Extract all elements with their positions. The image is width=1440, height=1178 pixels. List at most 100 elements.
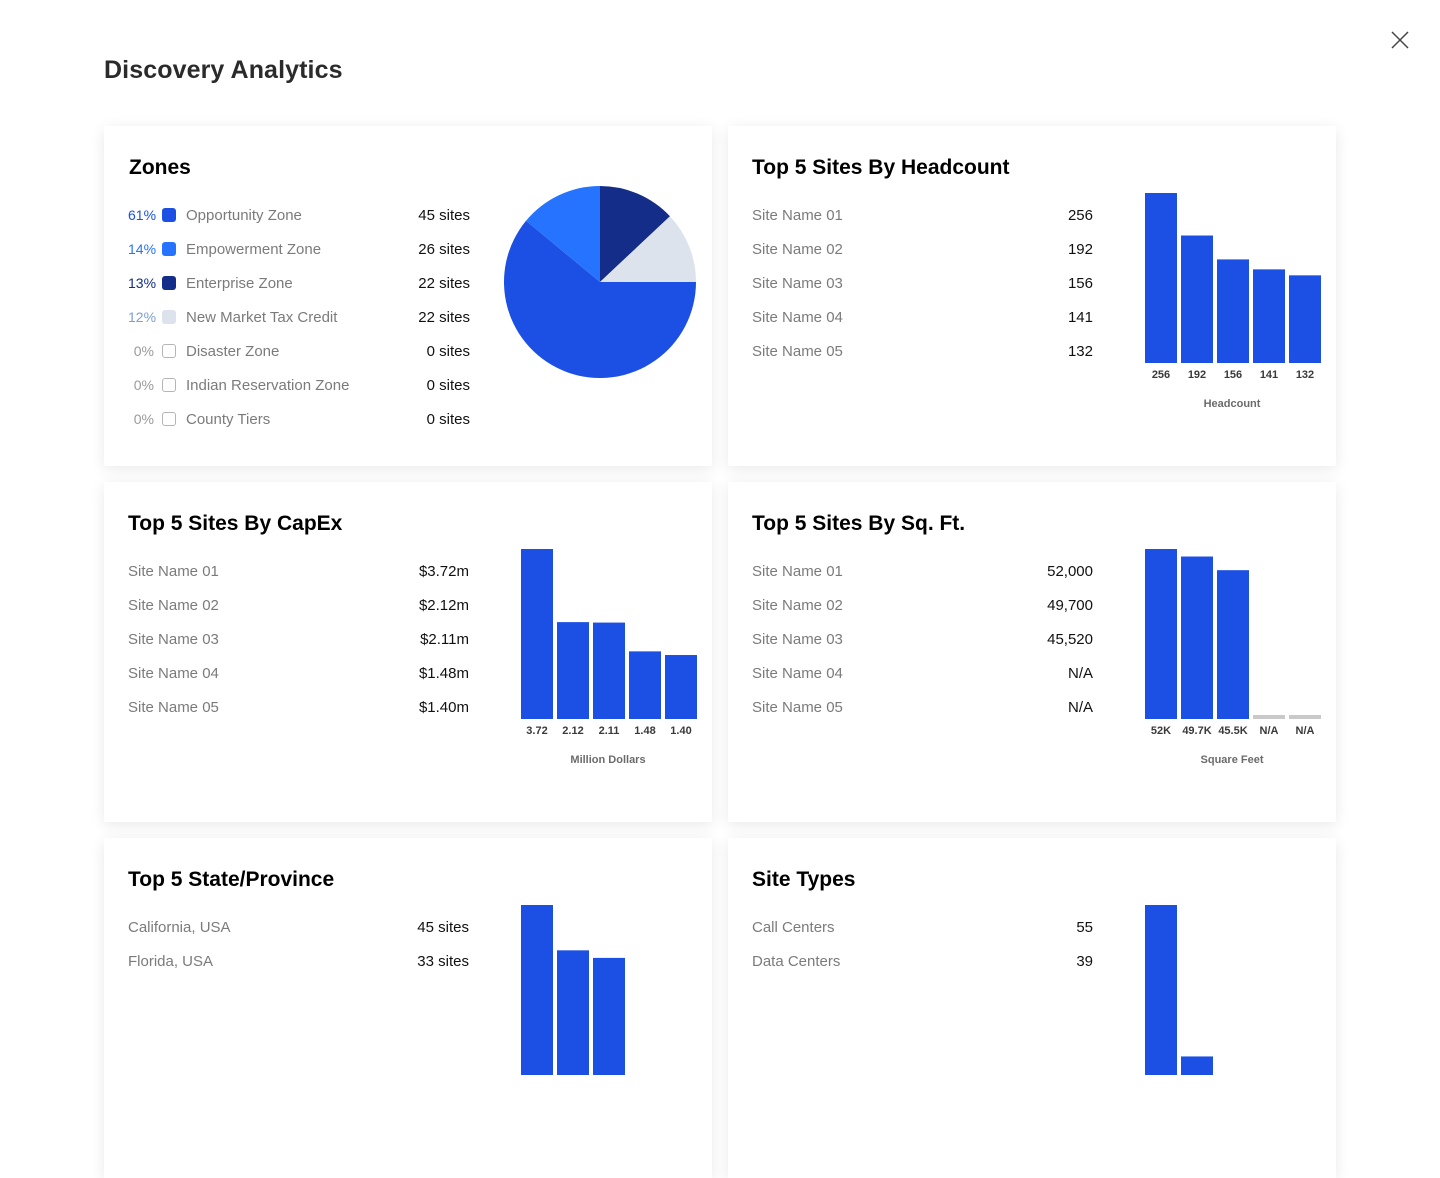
zone-percent: 61%: [128, 207, 157, 223]
site-types-card: Site Types Call Centers 55 Data Centers 39: [728, 838, 1336, 1178]
zone-checkbox[interactable]: [162, 208, 176, 222]
list-item[interactable]: Site Name 05 132: [752, 334, 1093, 368]
list-item[interactable]: Florida, USA 33 sites: [128, 944, 469, 978]
card-title: Top 5 Sites By Sq. Ft.: [752, 512, 966, 535]
list-item[interactable]: Site Name 04 $1.48m: [128, 656, 469, 690]
zone-percent: 13%: [128, 275, 157, 291]
zone-checkbox[interactable]: [162, 412, 176, 426]
pie-slice[interactable]: [600, 216, 696, 282]
site-value: $1.40m: [418, 698, 469, 716]
bar-value-label: 45.5K: [1218, 725, 1247, 737]
zone-row-disaster[interactable]: 0% Disaster Zone 0 sites: [128, 334, 470, 368]
bar-value-label: 2.12: [562, 725, 583, 737]
zone-checkbox[interactable]: [162, 310, 176, 324]
site-name: Site Name 02: [128, 596, 219, 614]
bar[interactable]: [1181, 1056, 1213, 1075]
zone-label: Disaster Zone: [186, 342, 280, 360]
zone-percent: 14%: [128, 241, 157, 257]
bar[interactable]: [1217, 570, 1249, 719]
bar[interactable]: [521, 905, 553, 1075]
zone-row-new-market-tax-credit[interactable]: 12% New Market Tax Credit 22 sites: [128, 300, 470, 334]
list-item[interactable]: Site Name 05 $1.40m: [128, 690, 469, 724]
bar[interactable]: [593, 957, 625, 1075]
bar[interactable]: [1217, 259, 1249, 363]
sqft-list: Site Name 01 52,000 Site Name 02 49,700 Si…: [752, 554, 1093, 724]
zone-value: 45 sites: [418, 206, 470, 224]
pie-slice[interactable]: [504, 220, 696, 379]
bar[interactable]: [629, 651, 661, 719]
zone-percent: 0%: [133, 343, 154, 359]
zone-value: 0 sites: [426, 410, 470, 428]
site-value: $1.48m: [418, 664, 469, 682]
list-item[interactable]: Site Name 04 141: [752, 300, 1093, 334]
bar[interactable]: [1145, 549, 1177, 719]
list-item[interactable]: Data Centers 39: [752, 944, 1093, 978]
zone-checkbox[interactable]: [162, 242, 176, 256]
bar-value-label: 132: [1296, 369, 1314, 381]
zone-row-opportunity[interactable]: 61% Opportunity Zone 45 sites: [128, 198, 470, 232]
zone-value: 26 sites: [418, 240, 470, 258]
bar-value-label: 49.7K: [1182, 725, 1211, 737]
bar-value-label: 2.11: [599, 725, 620, 737]
zone-label: County Tiers: [186, 410, 271, 428]
zone-row-county-tiers[interactable]: 0% County Tiers 0 sites: [128, 402, 470, 436]
bar[interactable]: [1181, 235, 1213, 364]
list-item[interactable]: Site Name 02 $2.12m: [128, 588, 469, 622]
zone-row-enterprise[interactable]: 13% Enterprise Zone 22 sites: [128, 266, 470, 300]
card-title: Top 5 State/Province: [128, 868, 335, 891]
list-item[interactable]: Site Name 03 $2.11m: [128, 622, 469, 656]
list-item[interactable]: Site Name 02 49,700: [752, 588, 1093, 622]
bar[interactable]: [1145, 193, 1177, 363]
list-item[interactable]: Site Name 01 256: [752, 198, 1093, 232]
axis-caption: Million Dollars: [570, 754, 645, 766]
list-item[interactable]: Site Name 01 52,000: [752, 554, 1093, 588]
bar[interactable]: [665, 655, 697, 719]
zone-checkbox[interactable]: [162, 276, 176, 290]
bar[interactable]: [1253, 269, 1285, 363]
state-name: California, USA: [128, 918, 231, 936]
bar[interactable]: [1289, 275, 1321, 363]
site-value: $2.11m: [420, 630, 469, 648]
zone-label: Enterprise Zone: [186, 274, 293, 292]
bar[interactable]: [557, 622, 589, 719]
list-item[interactable]: California, USA 45 sites: [128, 910, 469, 944]
zone-checkbox[interactable]: [162, 344, 176, 358]
list-item[interactable]: Site Name 01 $3.72m: [128, 554, 469, 588]
zone-row-empowerment[interactable]: 14% Empowerment Zone 26 sites: [128, 232, 470, 266]
bar[interactable]: [593, 622, 625, 719]
zones-list: 61% Opportunity Zone 45 sites 14% Empowe…: [128, 198, 470, 436]
site-value: 49,700: [1047, 596, 1093, 614]
capex-card: Top 5 Sites By CapEx Site Name 01 $3.72m …: [104, 482, 712, 822]
list-item[interactable]: Site Name 03 156: [752, 266, 1093, 300]
site-type-name: Data Centers: [752, 952, 841, 970]
bar-na[interactable]: [1253, 715, 1285, 719]
close-button[interactable]: [1388, 28, 1412, 52]
zone-value: 0 sites: [426, 376, 470, 394]
zone-row-indian-reservation[interactable]: 0% Indian Reservation Zone 0 sites: [128, 368, 470, 402]
list-item[interactable]: Site Name 04 N/A: [752, 656, 1093, 690]
site-name: Site Name 02: [752, 240, 843, 258]
bar-na[interactable]: [1289, 715, 1321, 719]
list-item[interactable]: Site Name 05 N/A: [752, 690, 1093, 724]
list-item[interactable]: Call Centers 55: [752, 910, 1093, 944]
zone-checkbox[interactable]: [162, 378, 176, 392]
states-bar-chart: [521, 905, 625, 1075]
bar[interactable]: [1181, 556, 1213, 719]
site-name: Site Name 01: [752, 206, 843, 224]
close-icon: [1391, 31, 1409, 49]
axis-caption: Square Feet: [1201, 754, 1264, 766]
zone-value: 22 sites: [418, 274, 470, 292]
site-name: Site Name 04: [128, 664, 219, 682]
list-item[interactable]: Site Name 02 192: [752, 232, 1093, 266]
site-types-list: Call Centers 55 Data Centers 39: [752, 910, 1093, 978]
zone-value: 22 sites: [418, 308, 470, 326]
bar-value-label: 52K: [1151, 725, 1171, 737]
list-item[interactable]: Site Name 03 45,520: [752, 622, 1093, 656]
state-value: 33 sites: [417, 952, 469, 970]
pie-slice[interactable]: [600, 186, 670, 282]
pie-slice[interactable]: [526, 186, 600, 282]
bar[interactable]: [1145, 905, 1177, 1075]
bar[interactable]: [521, 549, 553, 719]
bar[interactable]: [557, 950, 589, 1075]
bar-value-label: N/A: [1296, 725, 1315, 737]
